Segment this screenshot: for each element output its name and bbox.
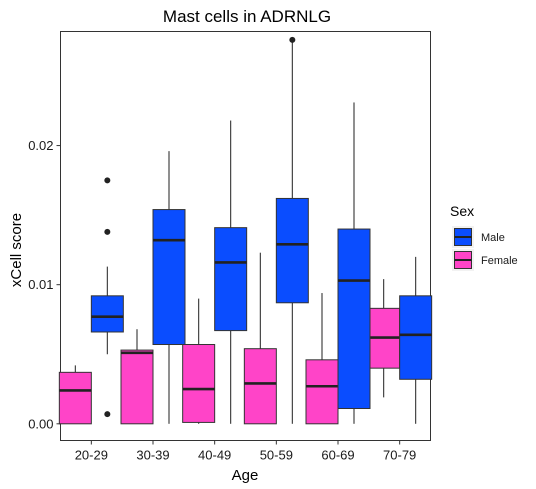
x-tick-label: 20-29 (75, 448, 108, 463)
legend: Sex Male Female (450, 203, 518, 271)
x-tick-label: 50-59 (260, 448, 293, 463)
box-female-30-39 (120, 329, 154, 425)
box-female-70-79 (367, 279, 401, 398)
series-male (90, 36, 433, 424)
box-body (120, 349, 154, 425)
y-tick-label: 0.01 (28, 277, 53, 292)
box-female-60-69 (305, 293, 339, 425)
box-male-30-39 (152, 151, 186, 424)
legend-title: Sex (450, 203, 474, 219)
x-axis-label: Age (232, 467, 259, 484)
y-axis-label: xCell score (8, 213, 25, 287)
legend-item-female: Female (452, 249, 518, 271)
x-tick-label: 30-39 (136, 448, 169, 463)
y-tick-label: 0.00 (28, 416, 53, 431)
outlier-point (104, 177, 111, 184)
x-axis: 20-29 30-39 40-49 50-59 60-69 70-79 (75, 440, 416, 463)
box-body (243, 348, 277, 425)
box-female-50-59 (243, 252, 277, 425)
x-tick-label: 60-69 (321, 448, 354, 463)
y-tick-label: 0.02 (28, 138, 53, 153)
box-male-20-29 (90, 177, 124, 418)
box-female-40-49 (182, 298, 216, 424)
x-tick-label: 40-49 (198, 448, 231, 463)
box-male-40-49 (214, 120, 248, 424)
box-male-60-69 (337, 102, 371, 424)
series-female (58, 252, 401, 425)
box-male-70-79 (399, 256, 433, 424)
box-body (152, 209, 186, 346)
box-male-50-59 (275, 36, 309, 424)
legend-label: Female (481, 255, 518, 267)
box-body (90, 295, 124, 333)
box-body (337, 228, 371, 410)
box-female-20-29 (58, 365, 92, 425)
outlier-point (104, 411, 111, 418)
boxes-layer (58, 36, 433, 425)
outlier-point (289, 36, 296, 43)
legend-label: Male (481, 232, 505, 244)
box-body (275, 197, 309, 304)
x-tick-label: 70-79 (383, 448, 416, 463)
outlier-point (104, 228, 111, 235)
legend-item-male: Male (452, 226, 505, 248)
box-body (182, 344, 216, 423)
chart-title: Mast cells in ADRNLG (163, 7, 331, 26)
box-body (399, 295, 433, 380)
box-body (58, 371, 92, 425)
y-axis: 0.00 0.01 0.02 (28, 138, 61, 431)
box-body (305, 359, 339, 425)
box-body (214, 227, 248, 332)
